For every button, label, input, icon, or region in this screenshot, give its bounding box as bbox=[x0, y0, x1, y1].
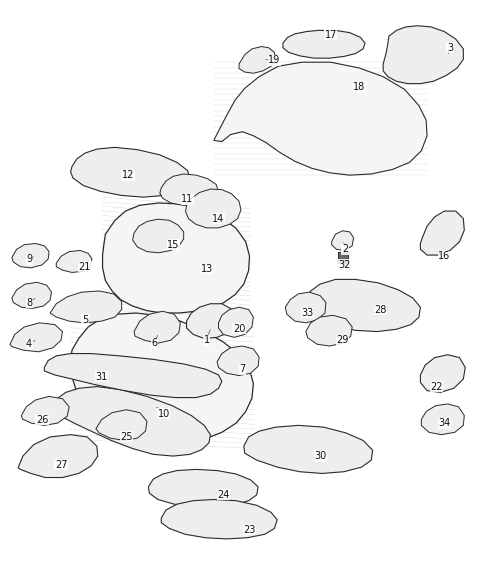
Text: 14: 14 bbox=[212, 214, 225, 223]
Text: 10: 10 bbox=[157, 409, 170, 419]
Polygon shape bbox=[420, 211, 464, 255]
Polygon shape bbox=[244, 425, 372, 473]
Text: 5: 5 bbox=[82, 315, 88, 325]
Text: 27: 27 bbox=[55, 460, 67, 470]
Text: 18: 18 bbox=[353, 82, 365, 92]
Text: 2: 2 bbox=[342, 244, 348, 254]
Polygon shape bbox=[306, 315, 352, 346]
Polygon shape bbox=[285, 292, 326, 323]
Bar bbox=[338, 251, 348, 263]
Text: 20: 20 bbox=[233, 324, 245, 333]
Text: 32: 32 bbox=[339, 260, 351, 270]
Polygon shape bbox=[218, 307, 253, 338]
Polygon shape bbox=[160, 174, 218, 205]
Polygon shape bbox=[12, 282, 51, 308]
Polygon shape bbox=[12, 243, 49, 268]
Polygon shape bbox=[187, 304, 235, 339]
Polygon shape bbox=[332, 230, 354, 250]
Polygon shape bbox=[22, 396, 69, 425]
Text: 6: 6 bbox=[151, 338, 157, 348]
Polygon shape bbox=[214, 62, 427, 175]
Polygon shape bbox=[71, 147, 190, 197]
Polygon shape bbox=[132, 219, 184, 253]
Polygon shape bbox=[161, 499, 277, 539]
Polygon shape bbox=[71, 313, 253, 444]
Polygon shape bbox=[10, 323, 62, 352]
Polygon shape bbox=[148, 470, 258, 506]
Text: 23: 23 bbox=[243, 524, 256, 535]
Text: 15: 15 bbox=[167, 240, 180, 250]
Polygon shape bbox=[283, 30, 365, 58]
Polygon shape bbox=[421, 404, 464, 435]
Polygon shape bbox=[44, 353, 222, 398]
Text: 30: 30 bbox=[314, 451, 326, 461]
Text: 24: 24 bbox=[217, 490, 229, 500]
Text: 31: 31 bbox=[96, 372, 108, 382]
Polygon shape bbox=[103, 203, 250, 313]
Polygon shape bbox=[56, 250, 92, 272]
Polygon shape bbox=[217, 346, 259, 375]
Text: 25: 25 bbox=[120, 432, 132, 442]
Text: 1: 1 bbox=[204, 335, 210, 345]
Text: 33: 33 bbox=[301, 308, 314, 318]
Text: 29: 29 bbox=[336, 335, 349, 345]
Polygon shape bbox=[51, 386, 210, 456]
Polygon shape bbox=[420, 354, 465, 392]
Text: 21: 21 bbox=[79, 262, 91, 272]
Polygon shape bbox=[96, 410, 147, 441]
Text: 12: 12 bbox=[121, 170, 134, 180]
Polygon shape bbox=[239, 47, 276, 73]
Text: 34: 34 bbox=[438, 418, 450, 428]
Text: 16: 16 bbox=[438, 251, 450, 261]
Text: 28: 28 bbox=[374, 304, 387, 314]
Polygon shape bbox=[306, 279, 420, 332]
Text: 13: 13 bbox=[201, 264, 213, 274]
Text: 4: 4 bbox=[26, 339, 32, 349]
Polygon shape bbox=[134, 311, 180, 343]
Text: 8: 8 bbox=[26, 297, 32, 307]
Polygon shape bbox=[18, 435, 98, 477]
Text: 26: 26 bbox=[36, 414, 48, 425]
Polygon shape bbox=[383, 26, 463, 84]
Polygon shape bbox=[50, 291, 121, 323]
Text: 9: 9 bbox=[26, 254, 32, 264]
Text: 19: 19 bbox=[268, 55, 280, 65]
Text: 11: 11 bbox=[181, 194, 193, 204]
Text: 22: 22 bbox=[431, 382, 443, 392]
Text: 17: 17 bbox=[324, 30, 337, 40]
Text: 3: 3 bbox=[447, 42, 453, 53]
Polygon shape bbox=[186, 189, 241, 228]
Text: 7: 7 bbox=[239, 364, 245, 374]
